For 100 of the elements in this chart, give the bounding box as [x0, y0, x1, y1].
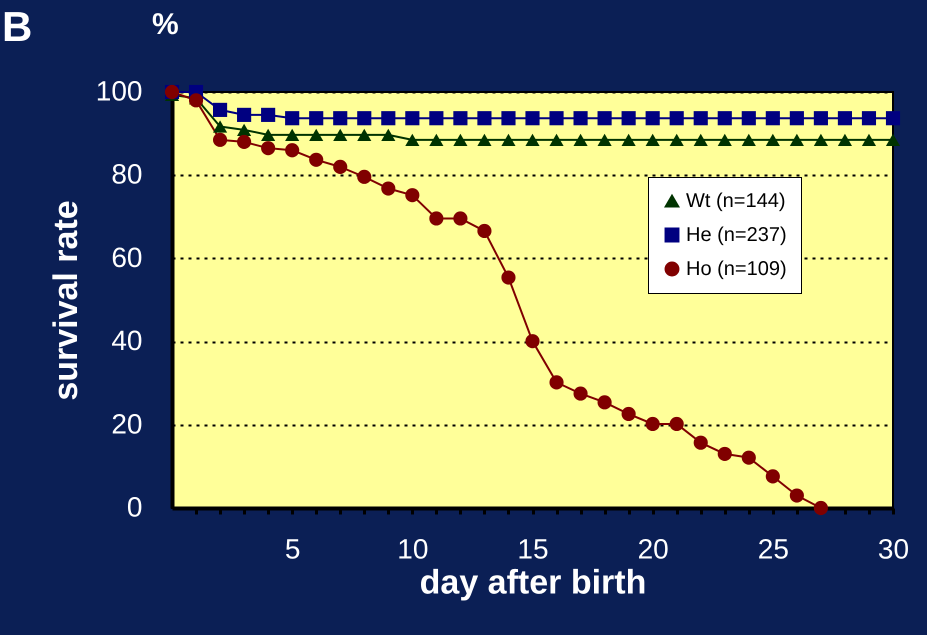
point [598, 134, 612, 146]
point [237, 108, 252, 122]
point [453, 134, 468, 146]
x-tick-label: 20 [638, 534, 669, 564]
point [212, 102, 228, 117]
point [212, 132, 228, 147]
point [525, 111, 540, 126]
chart-title: B [2, 3, 32, 50]
y-tick-label: 20 [111, 408, 142, 440]
point [549, 111, 564, 126]
point [886, 134, 900, 146]
point [622, 111, 636, 126]
point [742, 111, 756, 126]
point [453, 111, 468, 126]
point [814, 500, 828, 516]
point [357, 128, 372, 141]
point [862, 134, 876, 146]
point [718, 111, 732, 126]
point [525, 134, 540, 146]
x-tick-label: 5 [284, 534, 300, 564]
point [357, 170, 372, 184]
point [598, 111, 612, 126]
x-tick-label: 10 [397, 534, 428, 564]
point [694, 134, 708, 146]
point [477, 134, 492, 146]
point [573, 111, 588, 126]
point [333, 160, 348, 174]
point [333, 111, 348, 126]
point [670, 111, 684, 126]
y-tick-label: 80 [111, 158, 142, 190]
point [838, 111, 852, 126]
point [381, 128, 396, 141]
point [381, 111, 396, 126]
point [549, 134, 564, 146]
x-tick-label: 15 [517, 534, 549, 564]
point [742, 134, 756, 146]
legend-label: He (n=237) [686, 224, 787, 246]
point [453, 211, 468, 226]
point [429, 134, 444, 146]
point [285, 143, 300, 158]
text: % [152, 8, 179, 41]
point [766, 111, 780, 126]
x-tick-label: 30 [878, 534, 910, 564]
legend-label: Ho (n=109) [686, 258, 787, 280]
point [862, 111, 876, 126]
point [838, 134, 852, 146]
point [790, 134, 804, 146]
y-tick-label: 0 [126, 492, 142, 522]
point [573, 134, 588, 146]
point [598, 395, 612, 410]
point [646, 416, 660, 432]
point [261, 108, 276, 122]
point [285, 111, 300, 126]
point [309, 152, 324, 167]
point [814, 134, 828, 146]
point [309, 111, 324, 126]
point [285, 128, 300, 141]
point [477, 224, 492, 238]
point [790, 111, 804, 126]
point [718, 446, 732, 461]
point [405, 188, 420, 202]
legend-label: Wt (n=144) [686, 190, 786, 212]
point [718, 134, 732, 146]
y-tick-label: 100 [96, 76, 142, 106]
point [405, 134, 420, 146]
point [742, 450, 756, 465]
point [670, 134, 684, 146]
point [573, 386, 588, 401]
point [261, 141, 276, 156]
point [766, 469, 780, 484]
y-tick-label: 60 [111, 242, 142, 273]
point [333, 128, 348, 141]
point [694, 436, 708, 450]
point [790, 488, 804, 503]
point [525, 334, 540, 348]
point [670, 416, 684, 432]
point [622, 134, 636, 146]
point [549, 375, 564, 390]
point [309, 128, 324, 141]
point [766, 134, 780, 146]
point [501, 111, 516, 126]
point [261, 128, 276, 141]
x-tick-label: 25 [758, 534, 789, 564]
point [237, 134, 252, 149]
x-axis-title: day after birth [420, 564, 646, 602]
point [429, 211, 444, 226]
point [381, 181, 396, 196]
point [694, 111, 708, 126]
point [212, 120, 228, 133]
point [188, 93, 204, 108]
point [357, 111, 372, 126]
point [429, 111, 444, 126]
y-tick-label: 40 [111, 325, 142, 356]
point [646, 111, 660, 126]
point [501, 270, 516, 285]
point [477, 111, 492, 126]
point [405, 111, 420, 126]
point [886, 111, 900, 126]
point [814, 111, 828, 126]
point [622, 406, 636, 422]
